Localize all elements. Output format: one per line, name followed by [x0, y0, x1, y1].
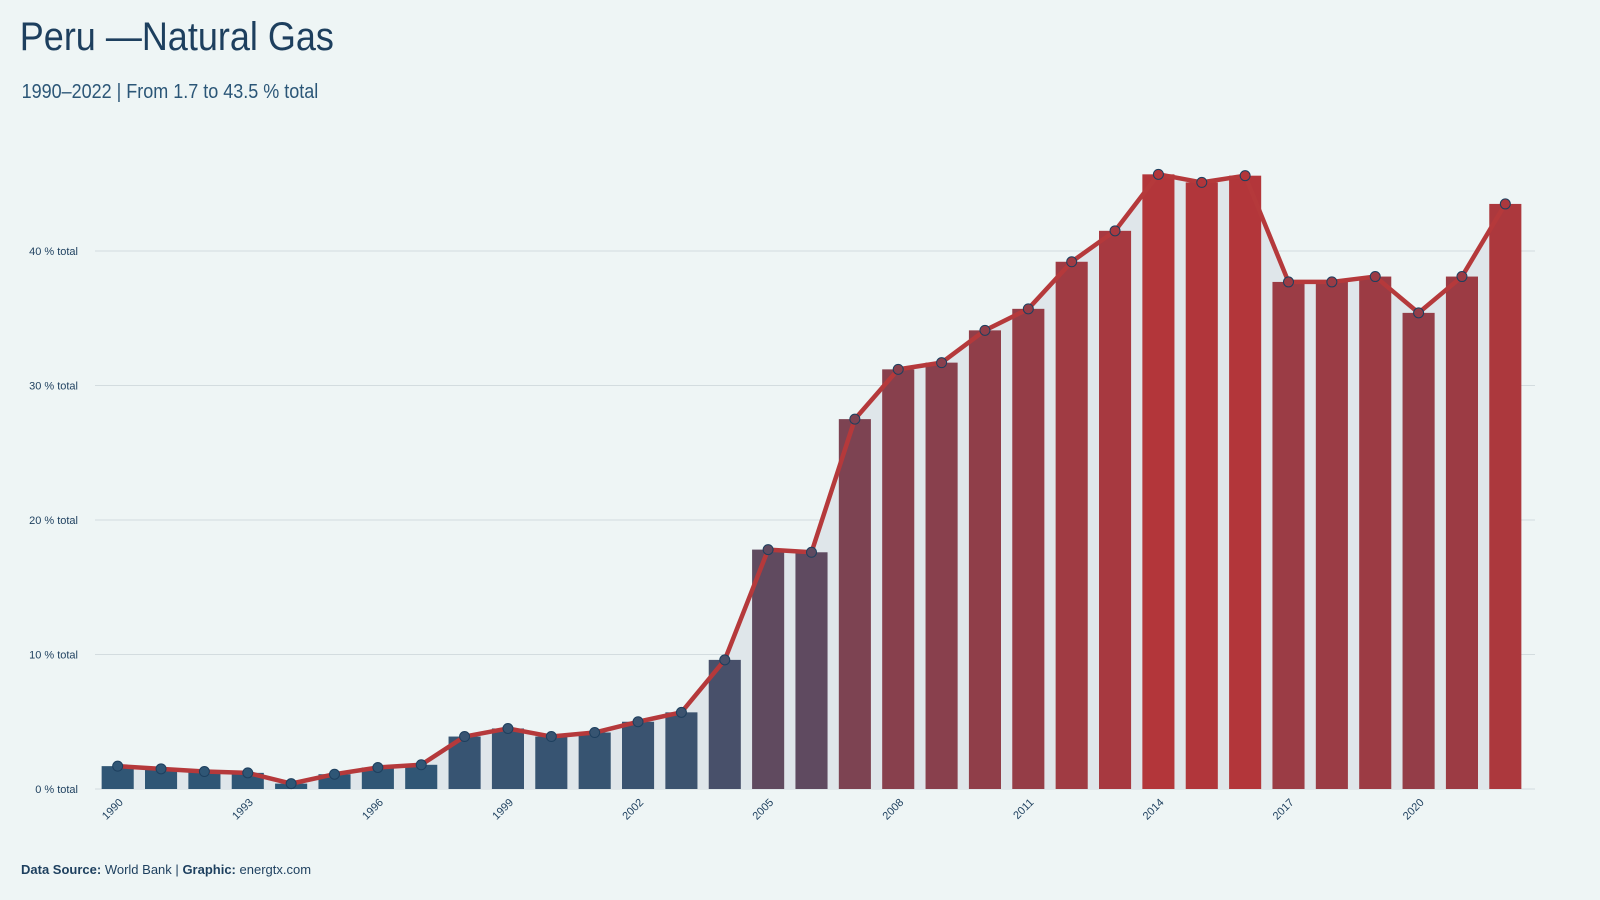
point	[1456, 271, 1468, 283]
point	[936, 357, 948, 369]
bar	[882, 369, 915, 789]
bar	[361, 767, 394, 789]
bar	[795, 552, 828, 789]
bar	[752, 549, 785, 789]
y-tick-label: 40 % total	[29, 246, 78, 258]
point	[459, 731, 471, 743]
bar	[1012, 308, 1045, 789]
point	[1369, 271, 1381, 283]
point	[1413, 307, 1425, 319]
footer-separator: |	[175, 862, 178, 877]
y-tick-label: 30 % total	[29, 381, 78, 393]
point	[1499, 198, 1511, 210]
point	[719, 654, 731, 666]
bar	[622, 721, 655, 789]
point	[1109, 225, 1121, 237]
bar	[1445, 276, 1478, 789]
point	[892, 363, 904, 375]
bar	[1055, 261, 1088, 789]
point	[1196, 176, 1208, 188]
bar	[1359, 276, 1392, 789]
point	[502, 722, 514, 734]
point	[1066, 256, 1078, 268]
footer-graphic-label: Graphic:	[182, 862, 235, 877]
chart-title: Peru —Natural Gas	[20, 15, 334, 59]
point	[675, 706, 687, 718]
bar	[1489, 203, 1522, 790]
bar	[188, 771, 221, 789]
point	[632, 716, 644, 728]
point	[849, 413, 861, 425]
footer-graphic: energtx.com	[240, 862, 312, 877]
bar	[1185, 182, 1218, 789]
point	[415, 759, 427, 771]
point	[589, 727, 601, 739]
point	[545, 731, 557, 743]
point	[285, 778, 297, 790]
bar	[101, 766, 134, 789]
bar	[1315, 281, 1348, 789]
point	[155, 763, 167, 775]
point	[1283, 276, 1294, 288]
bar	[1099, 230, 1132, 789]
bar	[578, 732, 611, 789]
point	[806, 546, 817, 558]
point	[329, 768, 340, 780]
point	[979, 324, 991, 336]
chart-subtitle: 1990–2022 | From 1.7 to 43.5 % total	[22, 81, 319, 103]
footer-source-label: Data Source:	[21, 862, 101, 877]
bar	[925, 362, 958, 789]
bar	[1142, 174, 1175, 789]
point	[1239, 170, 1251, 182]
y-tick-label: 0 % total	[35, 784, 78, 796]
bar	[1272, 281, 1305, 789]
point	[762, 544, 774, 556]
point	[1326, 276, 1338, 288]
point	[112, 760, 124, 772]
footer-source: World Bank	[105, 862, 172, 877]
point	[1152, 168, 1164, 180]
y-tick-label: 20 % total	[29, 515, 78, 527]
bar	[838, 419, 871, 789]
footer: Data Source: World Bank | Graphic: energ…	[21, 862, 311, 877]
point	[242, 767, 254, 779]
bar	[145, 768, 178, 789]
bar	[491, 728, 524, 789]
bar	[665, 712, 698, 789]
bar	[968, 330, 1001, 789]
bar	[1402, 312, 1435, 789]
point	[1022, 303, 1034, 315]
bar	[1229, 175, 1262, 789]
y-tick-label: 10 % total	[29, 650, 78, 662]
bar	[708, 659, 741, 789]
bar	[535, 736, 568, 789]
point	[372, 761, 384, 773]
point	[198, 766, 210, 778]
